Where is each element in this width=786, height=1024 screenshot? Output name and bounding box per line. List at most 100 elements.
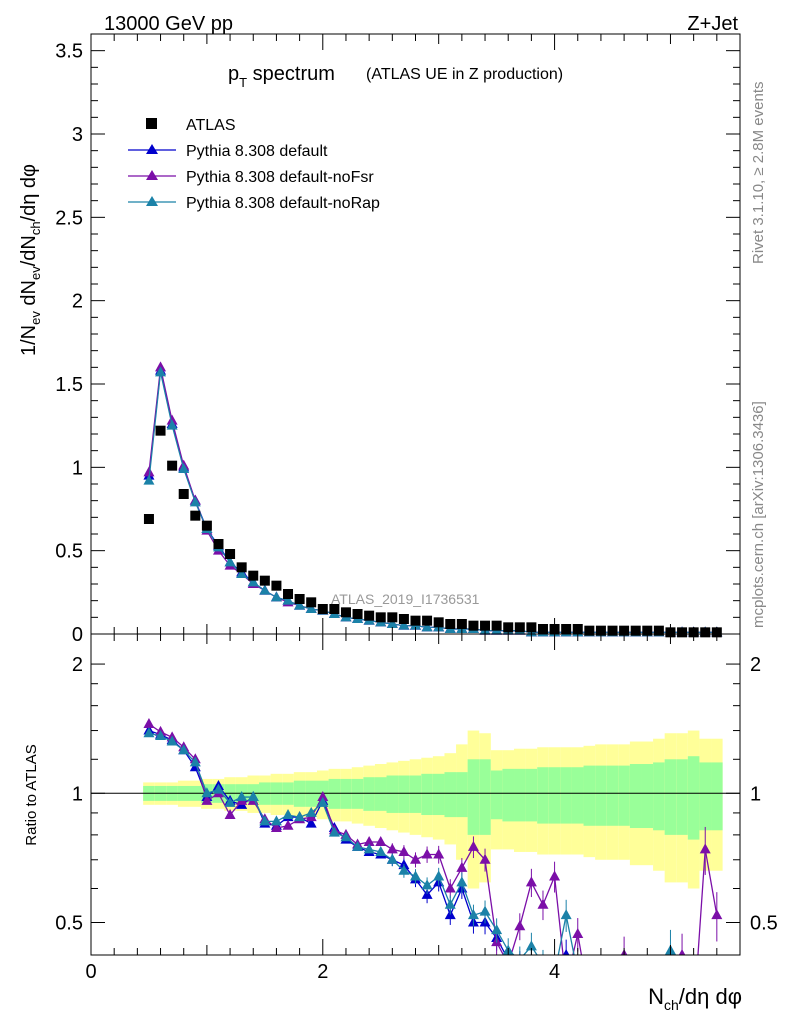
ratio-point-1-49 bbox=[711, 909, 723, 920]
legend-marker-norap bbox=[146, 196, 158, 206]
ratio-point-1-34 bbox=[537, 898, 549, 909]
point-3-10 bbox=[259, 584, 271, 595]
atlas-point-44 bbox=[653, 625, 664, 636]
atlas-point-8 bbox=[236, 562, 247, 573]
xlabel: Nch/dη dφ bbox=[648, 984, 742, 1013]
ratio-point-1-28 bbox=[467, 840, 479, 851]
point-3-14 bbox=[305, 603, 317, 613]
ratio-point-2-36 bbox=[560, 909, 572, 920]
ratio-ytick-label: 2 bbox=[72, 654, 83, 676]
ratio-point-2-30 bbox=[491, 924, 503, 935]
ratio-point-2-7 bbox=[224, 796, 236, 807]
band-green bbox=[456, 772, 468, 818]
atlas-point-27 bbox=[456, 619, 467, 629]
header-process: Z+Jet bbox=[687, 13, 738, 35]
point-3-21 bbox=[386, 618, 398, 628]
ratio-point-2-14 bbox=[305, 806, 317, 817]
atlas-point-46 bbox=[677, 627, 688, 638]
band-green bbox=[595, 765, 607, 826]
band-green bbox=[699, 762, 712, 831]
ratio-point-2-3 bbox=[178, 744, 190, 755]
ratio-point-1-43 bbox=[642, 1012, 653, 1022]
ratio-point-2-27 bbox=[456, 876, 468, 887]
ratio-point-1-19 bbox=[363, 836, 375, 847]
point-3-2 bbox=[166, 419, 178, 430]
ratio-point-2-9 bbox=[247, 791, 259, 802]
point-3-3 bbox=[178, 463, 190, 473]
atlas-point-15 bbox=[317, 604, 328, 614]
ratio-point-1-5 bbox=[201, 794, 213, 805]
atlas-point-30 bbox=[491, 620, 502, 631]
ratio-point-1-37 bbox=[572, 928, 584, 939]
ratio-point-2-34 bbox=[537, 958, 548, 968]
ratio-point-2-0 bbox=[143, 727, 155, 738]
atlas-point-36 bbox=[561, 624, 572, 634]
ratio-point-2-18 bbox=[352, 840, 364, 851]
ratio-point-2-11 bbox=[270, 815, 282, 826]
legend-marker-nofsr bbox=[146, 170, 158, 180]
legend-marker-atlas bbox=[146, 118, 157, 129]
point-3-22 bbox=[398, 619, 410, 630]
ratio-point-2-19 bbox=[363, 843, 375, 854]
ylabel-main: 1/Nev dNev/dNch/dη dφ bbox=[18, 164, 43, 356]
legend-label-atlas: ATLAS bbox=[186, 117, 236, 134]
band-green bbox=[676, 759, 688, 835]
ratio-point-2-4 bbox=[189, 756, 201, 767]
atlas-point-9 bbox=[248, 570, 259, 581]
ratio-point-1-20 bbox=[375, 836, 387, 847]
ratio-uncertainty-bands bbox=[143, 730, 723, 889]
point-3-1 bbox=[155, 366, 167, 377]
ratio-point-1-38 bbox=[584, 994, 595, 1004]
ratio-point-1-33 bbox=[525, 876, 537, 887]
mcplots-label: mcplots.cern.ch [arXiv:1306.3436] bbox=[750, 401, 767, 628]
atlas-point-12 bbox=[283, 589, 294, 599]
ratio-point-1-44 bbox=[653, 1012, 664, 1022]
ratio-ytick-label-right: 0.5 bbox=[750, 912, 778, 934]
band-green bbox=[398, 775, 410, 813]
ratio-point-2-38 bbox=[584, 988, 595, 998]
main-ytick-label: 0 bbox=[72, 624, 83, 646]
ratio-point-0-42 bbox=[630, 1006, 641, 1016]
ratio-point-1-35 bbox=[549, 870, 561, 881]
atlas-point-2 bbox=[167, 460, 178, 471]
ratio-point-1-25 bbox=[433, 848, 445, 859]
analysis-label: ATLAS_2019_I1736531 bbox=[331, 591, 480, 607]
atlas-point-0 bbox=[143, 514, 154, 524]
legend-marker-default bbox=[146, 144, 158, 154]
ratio-plot-marks bbox=[91, 718, 740, 1022]
ratio-ytick-label: 1 bbox=[72, 783, 83, 805]
ratio-point-2-10 bbox=[259, 815, 271, 826]
ratio-point-1-36 bbox=[561, 978, 572, 988]
band-green bbox=[479, 759, 491, 835]
band-green bbox=[537, 767, 549, 824]
atlas-point-42 bbox=[630, 625, 641, 636]
main-ytick-label: 2.5 bbox=[55, 207, 83, 229]
ratio-point-2-21 bbox=[386, 853, 398, 864]
point-3-8 bbox=[236, 568, 248, 578]
atlas-point-16 bbox=[329, 604, 340, 614]
atlas-point-17 bbox=[340, 607, 351, 618]
atlas-point-1 bbox=[155, 425, 166, 436]
plot-title: pT spectrum bbox=[228, 63, 335, 90]
ratio-point-1-24 bbox=[421, 848, 433, 859]
ratio-point-1-29 bbox=[479, 853, 491, 864]
ratio-point-1-7 bbox=[224, 809, 236, 820]
ratio-point-1-12 bbox=[282, 819, 294, 830]
legend-label-nofsr: Pythia 8.308 default-noFsr bbox=[186, 169, 374, 186]
ratio-point-1-0 bbox=[143, 718, 155, 729]
band-green bbox=[340, 778, 352, 809]
atlas-point-32 bbox=[514, 622, 525, 633]
band-green bbox=[490, 770, 503, 820]
main-ytick-label: 0.5 bbox=[55, 541, 83, 563]
ratio-point-1-11 bbox=[270, 822, 282, 833]
ratio-point-2-13 bbox=[294, 811, 306, 822]
ratio-point-1-47 bbox=[688, 1012, 699, 1022]
atlas-point-4 bbox=[190, 510, 201, 521]
ratio-point-1-42 bbox=[630, 983, 641, 993]
legend-label-norap: Pythia 8.308 default-noRap bbox=[186, 195, 380, 212]
atlas-point-29 bbox=[480, 620, 491, 631]
atlas-point-19 bbox=[364, 610, 375, 621]
atlas-point-34 bbox=[537, 624, 548, 634]
band-green bbox=[618, 765, 630, 826]
